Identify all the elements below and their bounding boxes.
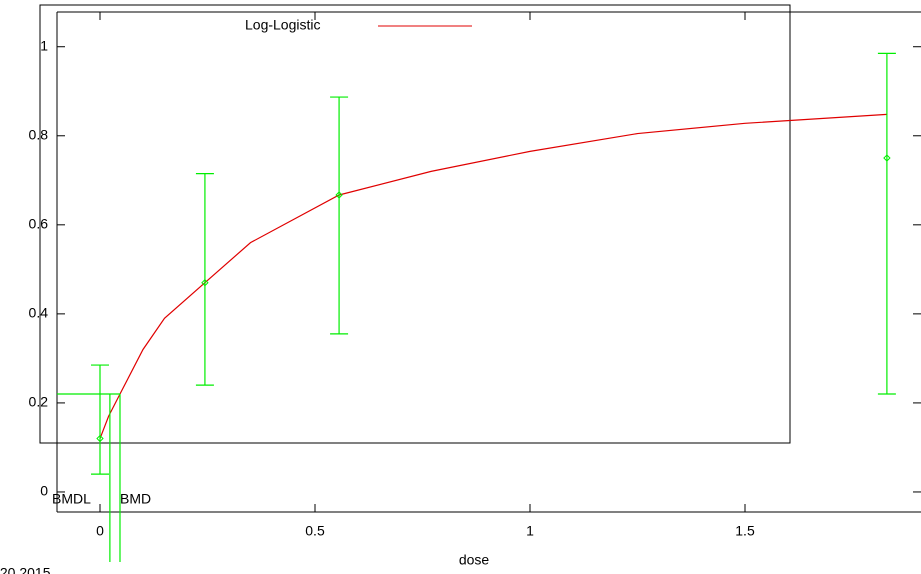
footer-text: /20 2015 [0,565,51,574]
y-tick-label: 0.6 [29,216,49,232]
x-tick-label: 1.5 [735,523,755,539]
y-tick-label: 0.8 [29,126,49,142]
x-axis-label: dose [459,552,490,568]
data-point [883,154,891,162]
x-tick-label: 1 [526,523,534,539]
data-point [96,434,104,443]
fit-curve [99,113,887,439]
data-point [335,191,343,199]
error-bar [877,52,896,395]
legend-label: Log-Logistic [245,17,321,33]
x-tick-label: 0.5 [305,523,325,539]
data-point [201,278,209,287]
error-bar [91,364,109,475]
y-tick-label: 0 [40,483,48,499]
error-bar [330,96,349,335]
y-tick-label: 0.4 [29,305,49,321]
bmd-label: BMD [120,491,151,507]
y-tick-label: 1 [40,37,48,53]
x-tick-label: 0 [96,523,104,539]
bmdl-label: BMDL [52,491,91,507]
y-tick-label: 0.2 [29,394,49,410]
overlay-box [39,4,791,444]
